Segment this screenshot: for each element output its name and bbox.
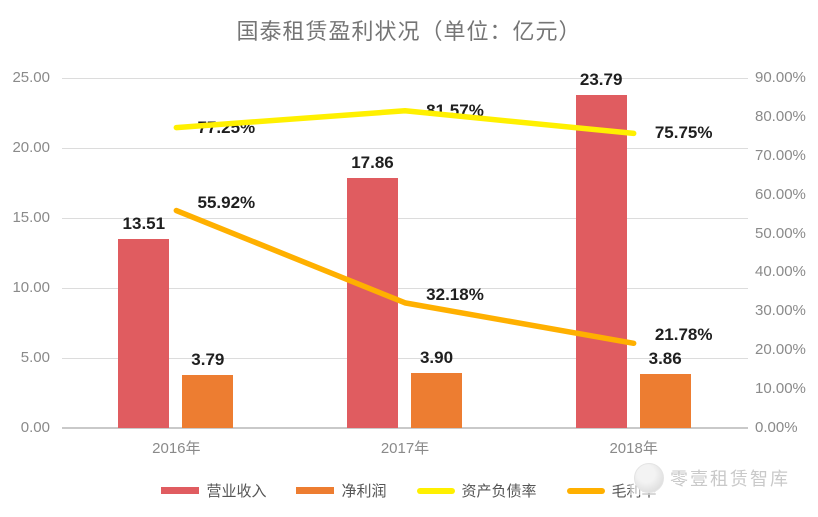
right-axis-tick: 10.00%	[755, 380, 806, 398]
revenue-bar	[347, 177, 398, 428]
watermark: 零壹租赁智库	[630, 461, 794, 495]
net-profit-value-label: 3.86	[648, 348, 682, 368]
gridline	[62, 77, 748, 79]
gross-margin-line-value-label: 32.18%	[426, 284, 484, 304]
revenue-value-label: 13.51	[122, 213, 166, 233]
right-axis-tick: 20.00%	[755, 341, 806, 359]
watermark-logo-icon	[634, 463, 664, 493]
debt-ratio-line-value-label: 81.57%	[426, 100, 484, 120]
gridline	[62, 147, 748, 149]
revenue-bar	[118, 238, 170, 428]
right-axis-tick: 40.00%	[755, 263, 806, 281]
legend: 营业收入净利润资产负债率毛利率	[0, 480, 818, 501]
debt-ratio-line-value-label: 75.75%	[654, 123, 713, 143]
x-axis-label: 2018年	[609, 440, 658, 457]
net-profit-value-label: 3.79	[191, 349, 225, 369]
legend-swatch-icon	[566, 487, 605, 494]
gross-margin-line	[173, 207, 637, 347]
revenue-value-label: 23.79	[579, 69, 623, 89]
gross-margin-line-value-label: 21.78%	[654, 325, 713, 345]
legend-label: 净利润	[341, 483, 387, 500]
right-axis-tick: 60.00%	[755, 185, 806, 203]
watermark-text: 零壹租赁智库	[670, 469, 790, 489]
left-axis-tick: 5.00	[20, 349, 50, 366]
left-axis-tick: 10.00	[12, 279, 50, 296]
gridline	[62, 427, 748, 429]
right-axis-tick: 80.00%	[755, 107, 806, 125]
legend-swatch-icon	[416, 487, 455, 494]
revenue-bar	[575, 94, 627, 428]
legend-label: 营业收入	[206, 483, 267, 500]
left-axis-tick: 15.00	[12, 209, 50, 226]
revenue-value-label: 17.86	[351, 152, 394, 172]
left-axis-tick: 25.00	[12, 69, 50, 86]
right-axis-tick: 30.00%	[755, 302, 806, 320]
right-axis-tick: 50.00%	[755, 224, 806, 242]
legend-swatch-icon	[296, 487, 335, 494]
legend-item-3: 资产负债率	[416, 480, 537, 501]
legend-swatch-icon	[161, 487, 200, 494]
legend-label: 资产负债率	[461, 483, 537, 500]
chart-title: 国泰租赁盈利状况（单位：亿元）	[236, 19, 582, 44]
gross-margin-line-value-label: 55.92%	[197, 192, 256, 212]
gridline	[62, 357, 748, 359]
left-axis-tick: 20.00	[12, 139, 50, 156]
x-axis-label: 2016年	[152, 440, 201, 457]
debt-ratio-line-value-label: 77.25%	[197, 117, 256, 137]
legend-item-2: 净利润	[296, 480, 387, 501]
right-axis-tick: 70.00%	[755, 146, 806, 164]
legend-item-1: 营业收入	[161, 480, 266, 501]
net-profit-bar	[639, 373, 691, 428]
net-profit-bar	[182, 374, 234, 428]
x-axis-label: 2017年	[380, 440, 430, 457]
left-axis-tick: 0.00	[20, 419, 50, 436]
net-profit-value-label: 3.90	[419, 348, 454, 368]
right-axis-tick: 90.00%	[755, 69, 806, 86]
net-profit-bar	[411, 373, 462, 428]
right-axis-tick: 0.00%	[755, 419, 798, 436]
